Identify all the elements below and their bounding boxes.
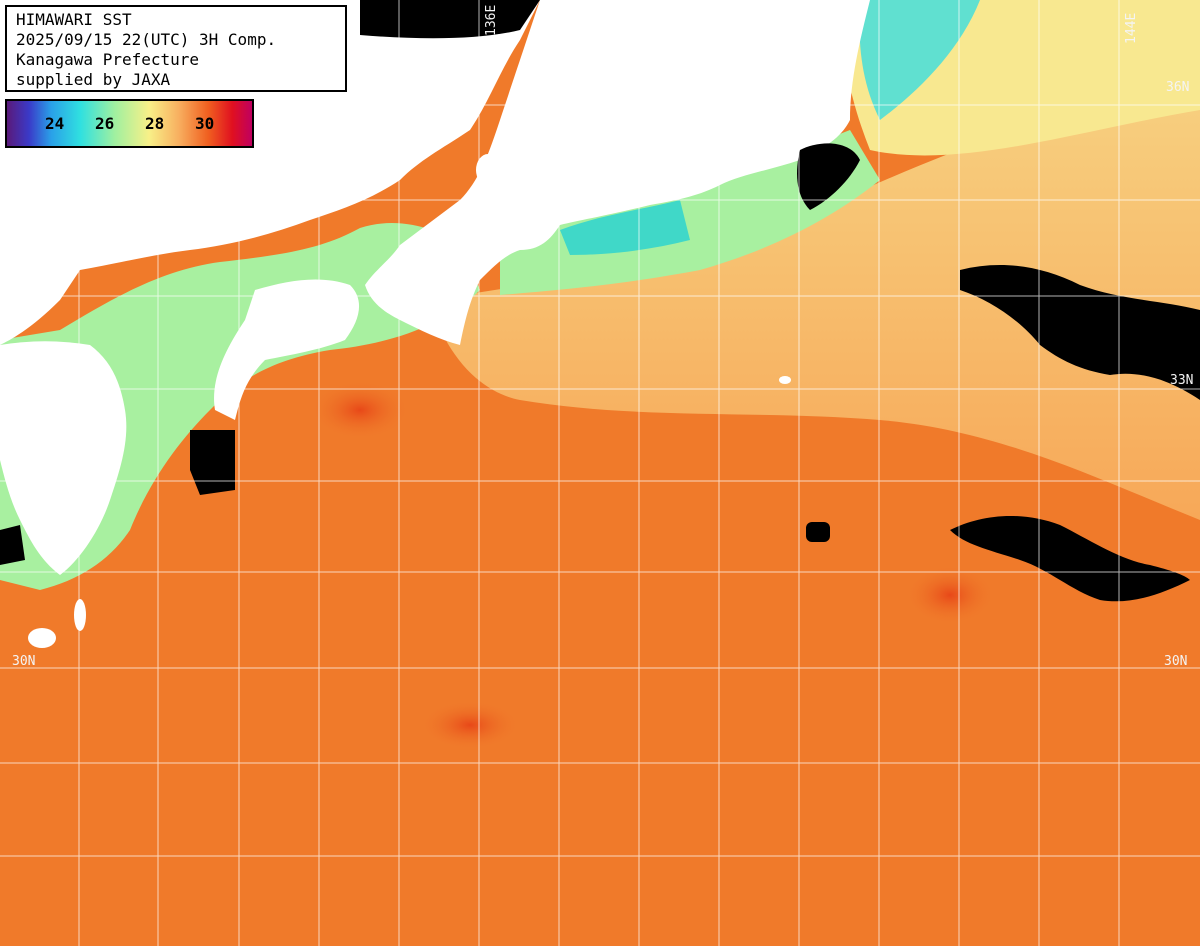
warm-core-east — [905, 565, 995, 625]
info-timestamp: 2025/09/15 22(UTC) 3H Comp. — [16, 30, 277, 49]
warm-core-north — [310, 380, 410, 440]
warm-core-central — [420, 700, 520, 750]
cool-water-band — [430, 80, 1200, 520]
cloud-mask-northeast — [960, 265, 1200, 400]
grid-label-36n: 36N — [1166, 80, 1190, 95]
coastal-fringe-west — [0, 223, 480, 591]
cold-water-patch — [859, 0, 980, 120]
land-honshu-central — [365, 0, 870, 345]
cloud-mask-small — [806, 522, 830, 542]
legend-tick-24: 24 — [45, 114, 65, 133]
land-island-small — [779, 376, 791, 384]
land-kyushu — [0, 341, 127, 575]
cloud-mask-north — [360, 0, 540, 39]
info-credit: supplied by JAXA — [16, 70, 171, 89]
land-shikoku — [214, 279, 360, 420]
land-island-tanegashima — [28, 628, 56, 648]
land-island-yakushima — [74, 599, 86, 631]
legend-tick-26: 26 — [95, 114, 115, 133]
grid-label-136e: 136E — [484, 4, 499, 36]
legend-tick-30: 30 — [195, 114, 215, 133]
cloud-mask-southwest — [0, 525, 25, 565]
legend-tick-28: 28 — [145, 114, 165, 133]
grid-label-144e: 144E — [1124, 12, 1139, 44]
cloud-mask-coast — [797, 143, 860, 210]
cloud-mask-east — [950, 515, 1190, 602]
cold-coastal-strip — [560, 200, 690, 255]
map-info-box: HIMAWARI SST 2025/09/15 22(UTC) 3H Comp.… — [5, 5, 347, 92]
cloud-mask-west — [190, 430, 235, 495]
info-title: HIMAWARI SST — [16, 10, 132, 29]
sst-color-legend: 24 26 28 30 — [5, 99, 254, 148]
info-region: Kanagawa Prefecture — [16, 50, 200, 69]
grid-label-30n-left: 30N — [12, 654, 36, 669]
grid-label-33n: 33N — [1170, 373, 1194, 388]
land-island-awaji — [476, 154, 500, 186]
grid-label-30n-right: 30N — [1164, 654, 1188, 669]
